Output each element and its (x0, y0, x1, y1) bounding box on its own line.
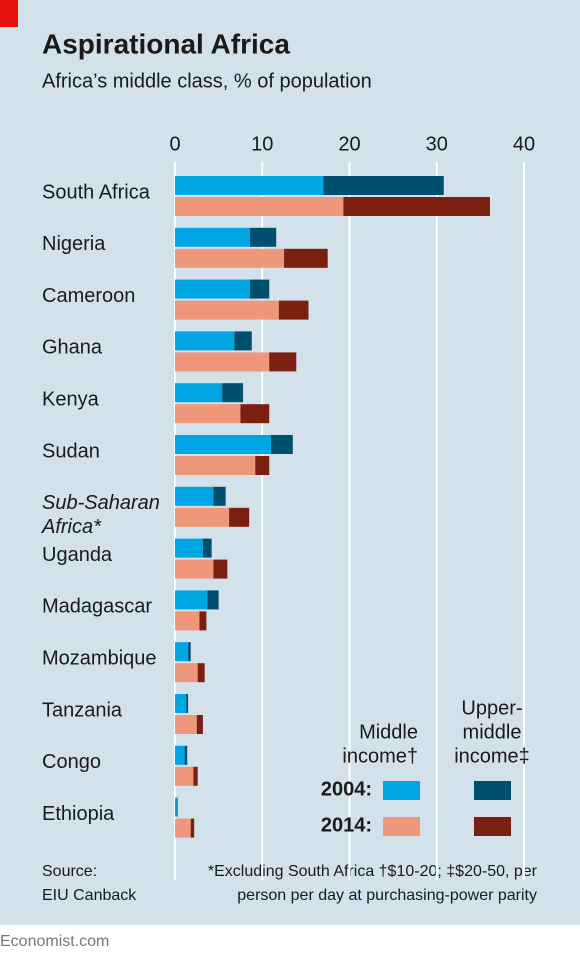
bar-segment (250, 227, 277, 247)
bar-segment (175, 715, 197, 734)
bar-segment (175, 331, 235, 351)
bar-segment (229, 507, 250, 527)
bar-segment (175, 611, 200, 631)
category-label: Sub-Saharan Africa* (41, 492, 165, 538)
label-line: Africa* (41, 516, 102, 538)
source: EIU Canback (42, 887, 137, 904)
bar-segment (175, 507, 230, 527)
chart-subtitle: Africa’s middle class, % of population (42, 70, 372, 92)
chart-title: Aspirational Africa (42, 28, 290, 59)
note: person per day at purchasing-power parit… (237, 887, 537, 904)
bar-segment (175, 352, 270, 372)
bar-segment (186, 694, 189, 713)
legend-header: income† (342, 745, 418, 767)
bar-segment (250, 279, 270, 299)
bar-segment (175, 383, 223, 403)
bar-segment (234, 331, 252, 351)
category-label: Ghana (42, 337, 103, 359)
bar-segment (175, 435, 271, 454)
bar-segment (190, 818, 195, 838)
bar-segment (278, 300, 309, 320)
bar-segment (175, 590, 208, 610)
bar-segment (202, 538, 212, 558)
legend-header: Middle (359, 721, 418, 743)
legend-header: income‡ (454, 745, 530, 767)
bar-segment (199, 611, 207, 631)
category-label: Kenya (42, 388, 100, 410)
bar-segment (175, 404, 241, 424)
bar-segment (175, 745, 185, 765)
x-tick-label: 30 (426, 133, 448, 155)
source: Source: (42, 863, 97, 880)
bar-segment (255, 456, 270, 475)
bar-segment (175, 818, 191, 838)
bar-segment (175, 663, 198, 683)
bar-segment (343, 197, 490, 216)
category-label: Tanzania (42, 699, 123, 721)
category-label: Congo (42, 751, 101, 773)
bar-segment (184, 745, 188, 765)
bar-segment (175, 279, 251, 299)
legend-swatch (383, 781, 420, 800)
bar-segment (213, 559, 228, 579)
bar-segment (240, 404, 270, 424)
bar-segment (175, 559, 214, 579)
category-label: Ethiopia (42, 803, 115, 825)
bar-segment (175, 486, 214, 506)
bar-segment (270, 435, 293, 454)
category-label: Sudan (42, 440, 100, 462)
category-label: Mozambique (42, 647, 157, 669)
bar-segment (269, 352, 297, 372)
category-label: Nigeria (42, 233, 106, 255)
bar-segment (175, 694, 187, 713)
bar-segment (175, 227, 251, 247)
bar-segment (175, 248, 285, 268)
bar-segment (188, 642, 191, 662)
category-label: Madagascar (42, 596, 152, 618)
x-tick-label: 20 (338, 133, 360, 155)
bar-segment (284, 248, 328, 268)
legend-row-label: 2004: (321, 778, 372, 800)
red-tab (0, 0, 18, 27)
bar-segment (175, 300, 279, 320)
bar-segment (222, 383, 244, 403)
bar-segment (197, 663, 205, 683)
bar-segment (175, 456, 256, 475)
bar-segment (175, 538, 203, 558)
label-line: Sub-Saharan (42, 492, 165, 514)
legend-header: middle (463, 721, 522, 743)
credit: Economist.com (0, 933, 109, 950)
bar-segment (175, 642, 189, 662)
bar-segment (323, 176, 444, 195)
bar-segment (176, 797, 178, 817)
legend-swatch (383, 817, 420, 836)
legend-header: Upper- (461, 697, 522, 719)
category-label: South Africa (42, 181, 151, 203)
x-tick-label: 40 (513, 133, 535, 155)
bar-segment (213, 486, 226, 506)
bar-segment (193, 766, 198, 786)
legend-swatch (474, 781, 511, 800)
panel-background (0, 0, 580, 925)
legend-swatch (474, 817, 511, 836)
bar-segment (175, 797, 177, 817)
bar-segment (175, 176, 324, 195)
legend-row-label: 2014: (321, 814, 372, 836)
bar-segment (175, 766, 194, 786)
bar-segment (207, 590, 219, 610)
category-label: Uganda (42, 544, 113, 566)
bar-segment (175, 197, 344, 216)
x-tick-label: 10 (251, 133, 273, 155)
bar-segment (196, 715, 203, 734)
note: *Excluding South Africa †$10-20; ‡$20-50… (208, 863, 538, 880)
category-label: Cameroon (42, 285, 135, 307)
x-tick-label: 0 (169, 133, 180, 155)
